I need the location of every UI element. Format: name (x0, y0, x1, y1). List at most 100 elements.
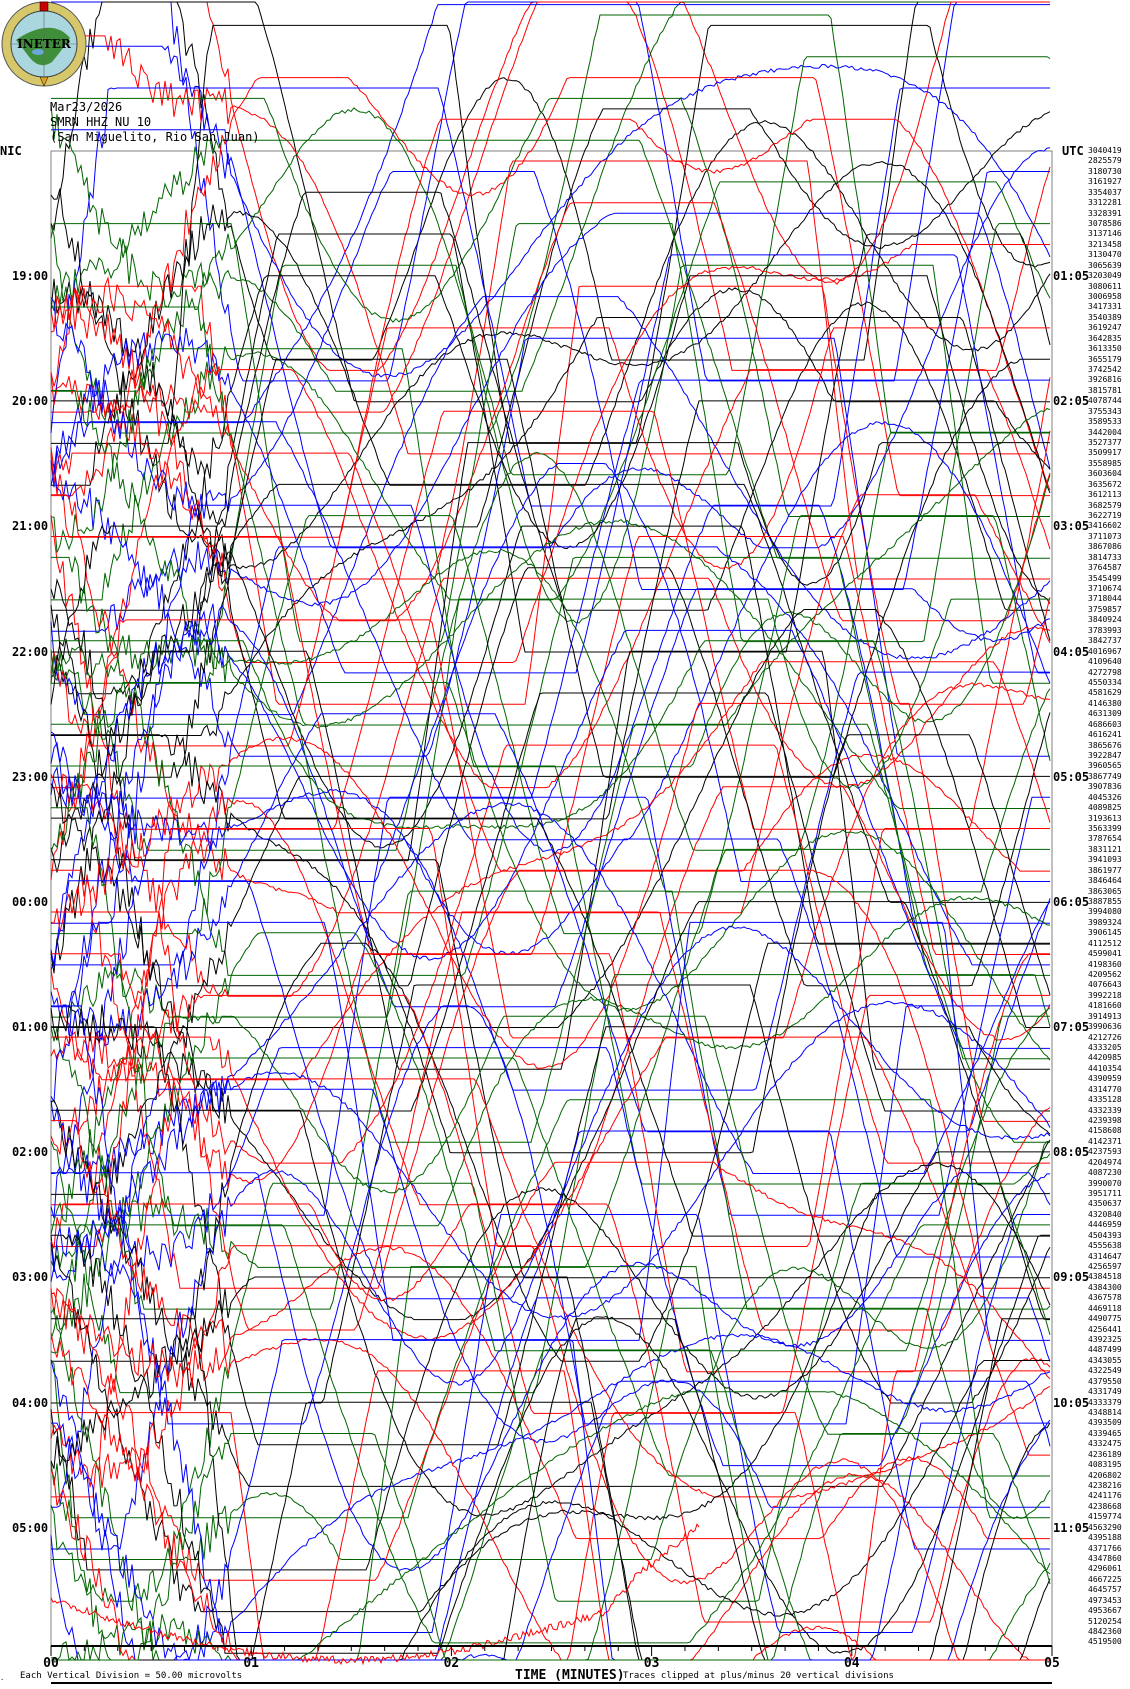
row-value: 4581629 (1088, 688, 1122, 698)
row-value: 4335128 (1088, 1095, 1122, 1105)
row-value: 4667225 (1088, 1574, 1122, 1584)
row-value: 3951711 (1088, 1189, 1122, 1198)
trace-row (50, 171, 1050, 590)
row-value: 4159774 (1088, 1512, 1122, 1522)
x-axis-ticks (50, 1646, 1053, 1656)
left-timezone-label: NIC (0, 144, 22, 158)
row-value: 4367578 (1088, 1293, 1122, 1303)
trace-row (51, 1401, 1051, 1661)
trace-row (51, 953, 1050, 1373)
row-value: 4686603 (1088, 719, 1122, 729)
trace-row (51, 1078, 1051, 1498)
trace-row (51, 640, 1050, 1060)
trace-row (50, 421, 1051, 841)
row-value: 4181660 (1088, 1001, 1122, 1011)
row-value: 3130470 (1088, 250, 1122, 260)
location-label: (San Miguelito, Rio San Juan) (50, 130, 260, 144)
trace-row (51, 536, 1050, 955)
row-value: 4504393 (1088, 1230, 1122, 1240)
row-value: 3642835 (1088, 333, 1122, 343)
svg-text:INETER: INETER (17, 37, 72, 51)
trace-row (51, 1172, 1051, 1572)
row-value: 3655179 (1088, 354, 1122, 364)
row-value: 3635672 (1088, 479, 1122, 489)
right-time-label: 07:05 (1053, 1020, 1090, 1035)
row-value: 4390959 (1088, 1074, 1122, 1084)
row-value: 4237593 (1088, 1147, 1122, 1157)
x-tick-label: 05 (1044, 1656, 1060, 1671)
row-value: 4089825 (1088, 803, 1122, 813)
row-value: 4331749 (1088, 1387, 1122, 1397)
row-value: 4332475 (1088, 1439, 1122, 1449)
row-value: 4272798 (1088, 667, 1122, 677)
left-time-label: 02:00 (12, 1145, 49, 1160)
row-value: 3994080 (1088, 907, 1122, 917)
row-value: 4446959 (1088, 1220, 1122, 1230)
trace-row (50, 1349, 1051, 1662)
trace-row (50, 880, 1051, 1300)
trace-row (51, 609, 1050, 1028)
clip-note: Traces clipped at plus/minus 20 vertical… (623, 1671, 894, 1681)
trace-row (51, 1130, 1050, 1551)
trace-row (50, 431, 1050, 851)
trace-row (51, 723, 1050, 1143)
row-value: 4142371 (1088, 1136, 1122, 1146)
row-value: 4631309 (1088, 709, 1122, 719)
row-value: 3989324 (1088, 917, 1122, 927)
row-value: 3764587 (1088, 563, 1122, 573)
row-value: 3354037 (1088, 187, 1122, 197)
right-time-label: 01:05 (1053, 269, 1090, 284)
trace-row (51, 775, 1050, 1195)
row-value: 4550334 (1088, 677, 1122, 687)
row-value: 4239398 (1088, 1115, 1122, 1125)
row-value: 4256441 (1088, 1324, 1122, 1334)
row-value: 3865676 (1088, 740, 1122, 750)
trace-row (51, 368, 1051, 789)
row-value: 3759857 (1088, 604, 1122, 614)
trace-row (50, 285, 1051, 705)
row-value: 3193613 (1088, 813, 1122, 823)
trace-row (50, 567, 1051, 987)
trace-row (50, 932, 1051, 1352)
row-value: 3006958 (1088, 292, 1122, 302)
row-value: 4616241 (1088, 730, 1122, 740)
trace-row (51, 233, 1051, 653)
row-value: 4314647 (1088, 1251, 1122, 1261)
trace-row (51, 1333, 1051, 1661)
row-value: 3065639 (1088, 260, 1122, 270)
trace-row (51, 1360, 1050, 1661)
trace-row (50, 628, 1050, 1049)
row-value: 3914913 (1088, 1011, 1122, 1021)
row-value: 4420985 (1088, 1053, 1122, 1063)
row-value: 3527377 (1088, 438, 1122, 448)
row-value: 3417331 (1088, 302, 1122, 312)
row-value: 3040419 (1088, 146, 1122, 155)
trace-row (51, 598, 1050, 1018)
trace-row (50, 901, 1050, 1321)
trace-row (50, 337, 1050, 757)
right-time-label: 06:05 (1053, 894, 1090, 909)
trace-row (50, 1057, 1050, 1477)
row-value: 3710674 (1088, 584, 1122, 594)
row-value: 4973453 (1088, 1595, 1122, 1605)
row-value: 3960565 (1088, 761, 1122, 771)
row-value: 3906145 (1088, 928, 1122, 938)
row-value: 3711073 (1088, 531, 1122, 541)
trace-row (51, 1, 1050, 392)
trace-row (50, 1182, 1051, 1603)
trace-row (51, 1, 1050, 414)
row-value: 4469118 (1088, 1303, 1122, 1313)
row-value: 3563399 (1088, 823, 1122, 833)
x-tick-label: 00 (43, 1656, 59, 1671)
trace-row (50, 713, 1051, 1133)
row-value: 4350637 (1088, 1199, 1122, 1209)
trace-row (50, 1245, 1050, 1661)
trace-row (50, 702, 1050, 1122)
row-value: 4212726 (1088, 1032, 1122, 1042)
row-value: 3742542 (1088, 365, 1122, 375)
trace-row (50, 1000, 1051, 1320)
trace-row (50, 993, 1050, 1414)
row-value: 4314770 (1088, 1084, 1122, 1094)
trace-row (50, 14, 1050, 434)
